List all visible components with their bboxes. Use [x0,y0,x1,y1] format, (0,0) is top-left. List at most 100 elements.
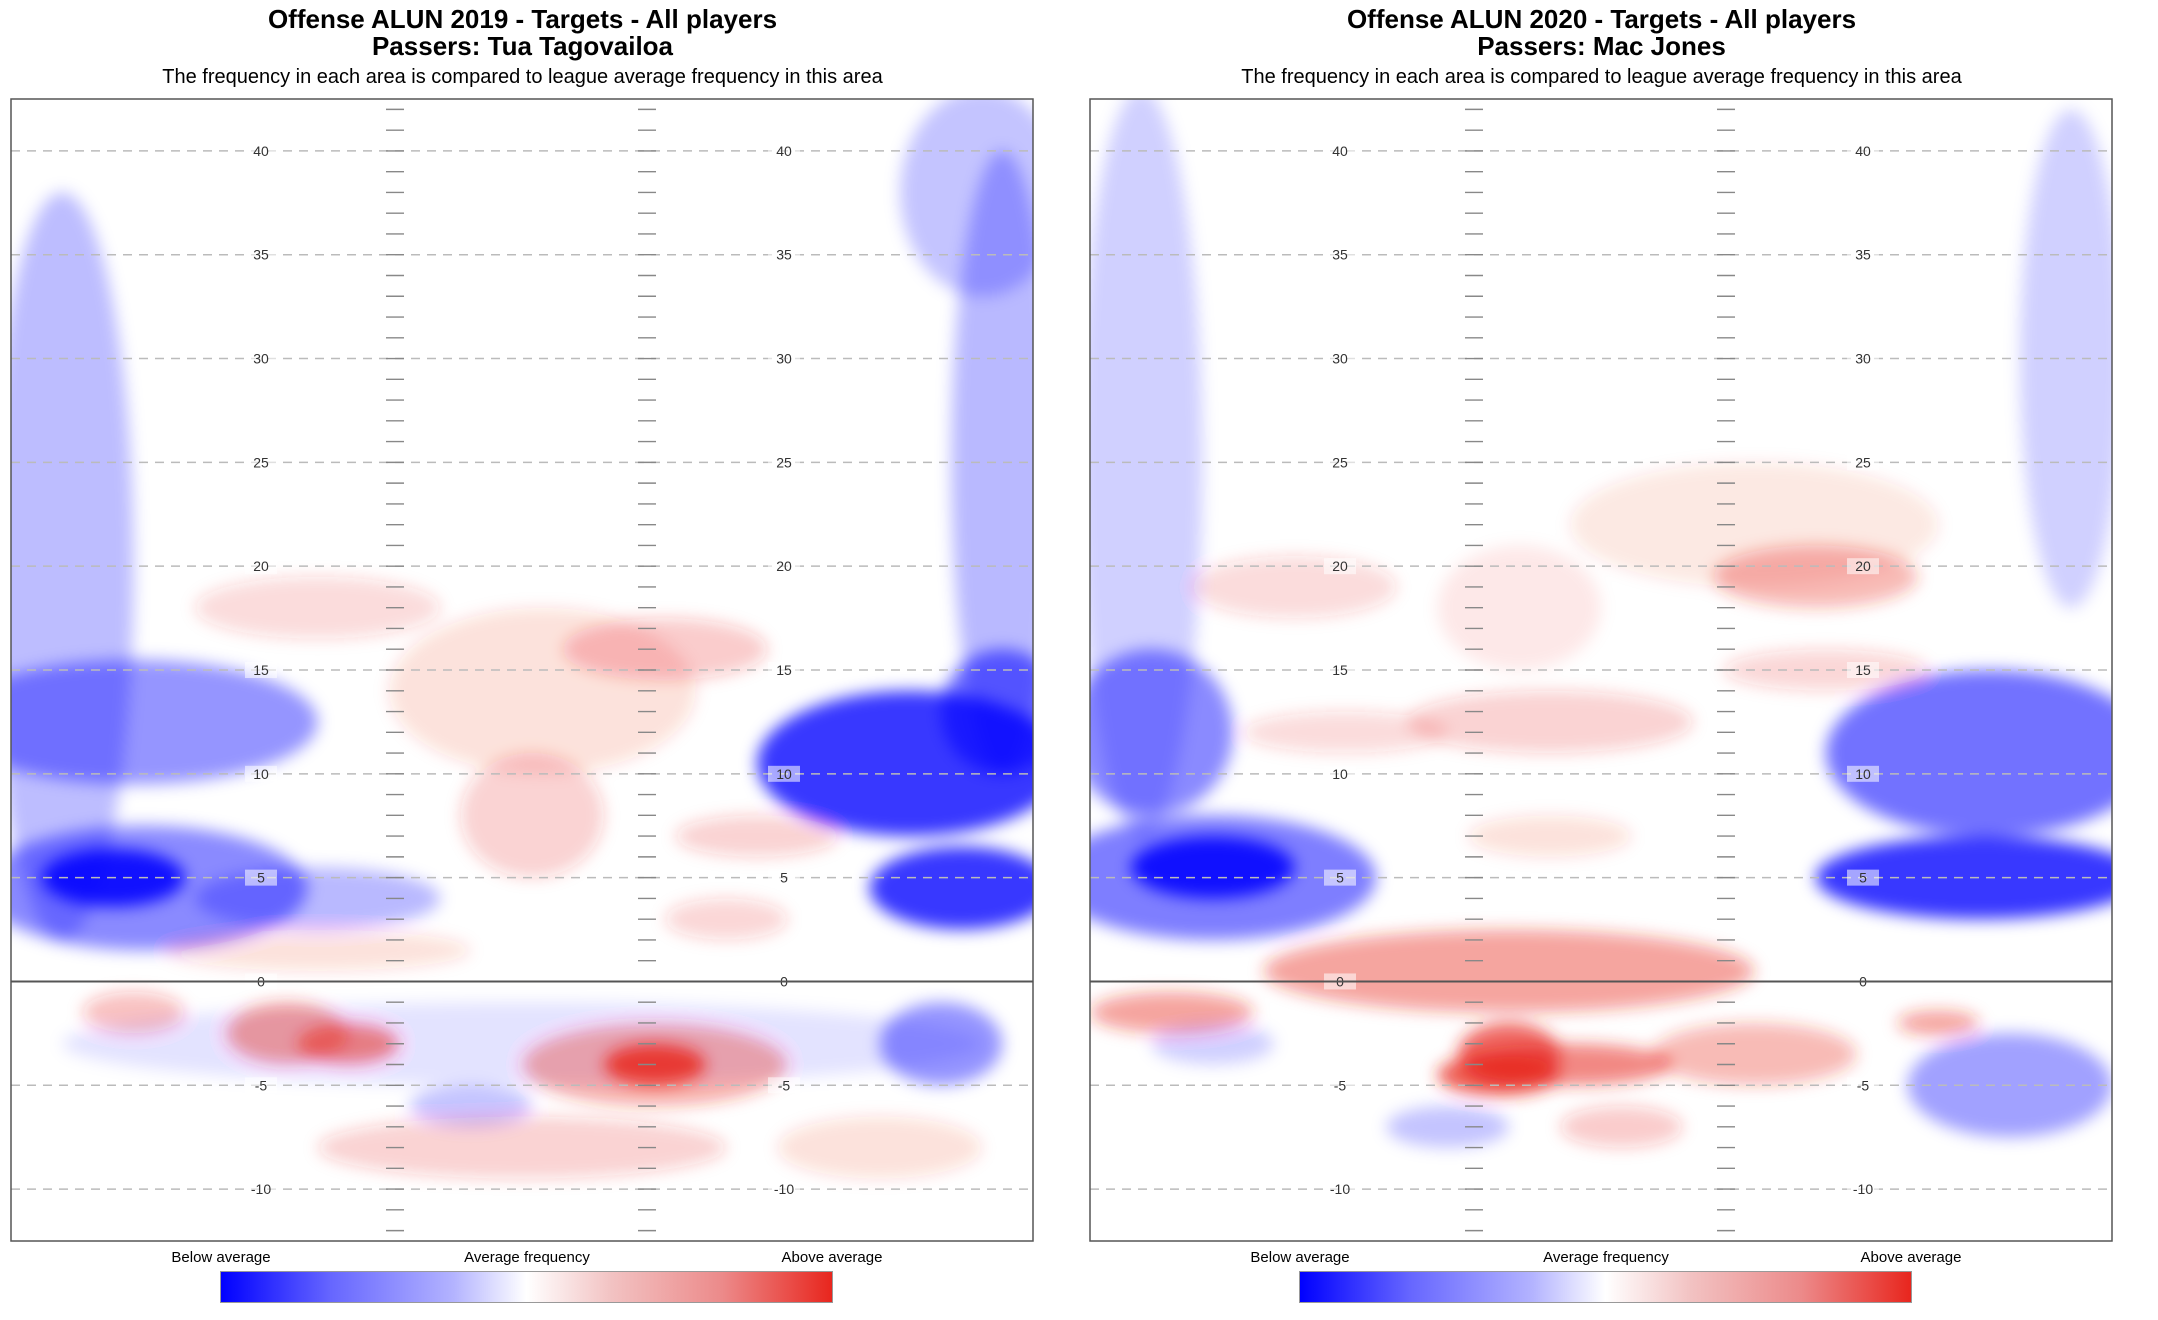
yard-gridlines [1090,150,2112,1190]
colorbar [1299,1271,1912,1303]
yard-label-backdrop [245,350,277,367]
yard-tick-label: 25 [253,454,269,470]
yard-label-backdrop [1324,662,1356,678]
yard-tick-label: 30 [776,351,792,367]
chart-title: Offense ALUN 2019 - Targets - All player… [267,4,778,34]
heat-blob-above [1192,555,1397,619]
yard-tick-label: 5 [1859,870,1867,886]
colorbar [220,1271,833,1303]
heat-blob-above [194,576,441,639]
yard-label-backdrop [1324,1181,1356,1198]
heat-blob-below [900,99,1033,297]
yard-tick-label: 20 [1332,558,1348,574]
field-heatmap: 40403535303025252020151510105500-5-5-10-… [10,98,1034,1242]
plot-frame [1089,98,2113,1242]
heat-blob-below [1090,99,1203,836]
yard-tick-label: 5 [780,870,788,886]
yard-label-backdrop [768,765,800,782]
yard-tick-label: 10 [776,766,792,782]
yard-label-backdrop [768,1077,800,1094]
yard-tick-label: 40 [1332,143,1348,159]
yard-label-backdrop [1847,350,1879,367]
heat-blob-above [1897,1010,1980,1036]
heat-blob-above [1437,545,1601,670]
yard-tick-label: 5 [257,870,265,886]
heat-blob-above [1468,1043,1673,1086]
heat-blob-below [879,1002,1003,1086]
yard-tick-label: 35 [1332,247,1348,263]
yard-tick-label: 40 [1855,143,1871,159]
yard-tick-label: -5 [778,1077,791,1093]
hash-marks [386,108,656,1232]
yard-label-backdrop [768,558,800,575]
yard-tick-label: 5 [1336,870,1344,886]
yard-tick-label: 20 [253,558,269,574]
heat-blob-above [1560,1106,1683,1148]
heat-blob-above [665,898,788,940]
heat-blob-below [62,1002,982,1086]
yard-tick-label: 35 [253,247,269,263]
yard-label-backdrop [768,869,800,886]
yard-tick-label: -5 [1857,1077,1870,1093]
yard-tick-label: -10 [1853,1181,1873,1197]
yard-tick-label: 40 [253,143,269,159]
yard-tick-label: 30 [1855,351,1871,367]
yard-label-backdrop [245,765,277,782]
yard-label-backdrop [1324,1077,1356,1094]
heat-blob-below [1386,1106,1510,1148]
colorbar-mid-label: Average frequency [464,1249,590,1266]
yard-label-backdrop [768,350,800,367]
yard-label-backdrop [1847,1181,1879,1198]
yard-tick-label: 35 [1855,247,1871,263]
chart-panel-2020: Offense ALUN 2020 - Targets - All player… [1079,0,2158,1320]
heat-blob-above [777,1116,982,1179]
heat-blob-above [1263,929,1755,1013]
yard-label-backdrop [1847,765,1879,782]
heat-blob-below [1090,815,1377,940]
yard-label-backdrop [768,142,800,159]
yard-tick-label: 15 [1332,662,1348,678]
yard-tick-label: 20 [1855,558,1871,574]
yard-label-backdrop [1324,869,1356,886]
yard-tick-label: 35 [776,247,792,263]
chart-panel-2019: Offense ALUN 2019 - Targets - All player… [10,4,1034,1303]
colorbar-below-label: Below average [1250,1249,1350,1266]
yard-label-backdrop [245,454,277,471]
yard-tick-label: 15 [253,662,269,678]
yard-label-backdrop [1324,765,1356,782]
heat-blob-below [1151,1022,1274,1065]
heat-blob-above [1570,462,1939,587]
colorbar-mid-label: Average frequency [1543,1249,1669,1266]
yard-tick-label: 10 [253,766,269,782]
colorbar-below-label: Below average [171,1249,271,1266]
yard-label-backdrop [245,662,277,678]
yard-label-backdrop [1324,246,1356,263]
chart-title: Offense ALUN 2020 - Targets - All player… [1346,4,1857,34]
heat-blob-above [1243,711,1448,754]
heat-layer [11,99,1033,1179]
colorbar-above-label: Above average [1860,1249,1962,1266]
yard-label-backdrop [245,558,277,575]
heat-blob-below [1815,836,2112,920]
yard-tick-label: 40 [776,143,792,159]
chart-subtitle: The frequency in each area is compared t… [1241,66,1962,88]
yard-tick-label: 25 [1855,454,1871,470]
heat-blob-above [317,1116,727,1179]
yard-label-backdrop [768,246,800,263]
heat-blob-above [1090,991,1254,1034]
yard-label-backdrop [1847,558,1879,575]
heat-blob-below [1825,670,2112,837]
yard-tick-label: 25 [776,454,792,470]
yard-tick-label: 20 [776,558,792,574]
yard-tick-label: 15 [776,662,792,678]
yard-label-backdrop [1847,869,1879,886]
yard-label-backdrop [245,246,277,263]
yard-label-backdrop [1847,142,1879,159]
yard-label-backdrop [1847,454,1879,471]
yard-tick-label: -10 [251,1181,271,1197]
yard-label-backdrop [245,142,277,159]
heat-blob-below [11,192,134,940]
chart-title-passers: Passers: Mac Jones [1477,31,1726,61]
heat-blob-above [1406,690,1693,754]
yard-tick-label: 10 [1332,766,1348,782]
